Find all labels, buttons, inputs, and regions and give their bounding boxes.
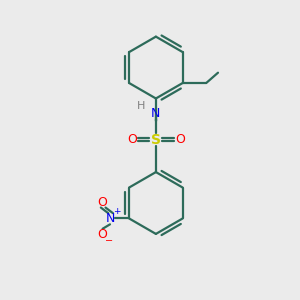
- Text: H: H: [136, 101, 145, 111]
- Text: N: N: [151, 107, 160, 120]
- Text: +: +: [113, 208, 120, 217]
- Text: O: O: [98, 196, 108, 209]
- Text: S: S: [151, 133, 161, 147]
- Text: O: O: [98, 228, 108, 241]
- Text: O: O: [127, 133, 137, 146]
- Text: O: O: [175, 133, 185, 146]
- Text: −: −: [105, 236, 113, 246]
- Text: N: N: [105, 212, 115, 225]
